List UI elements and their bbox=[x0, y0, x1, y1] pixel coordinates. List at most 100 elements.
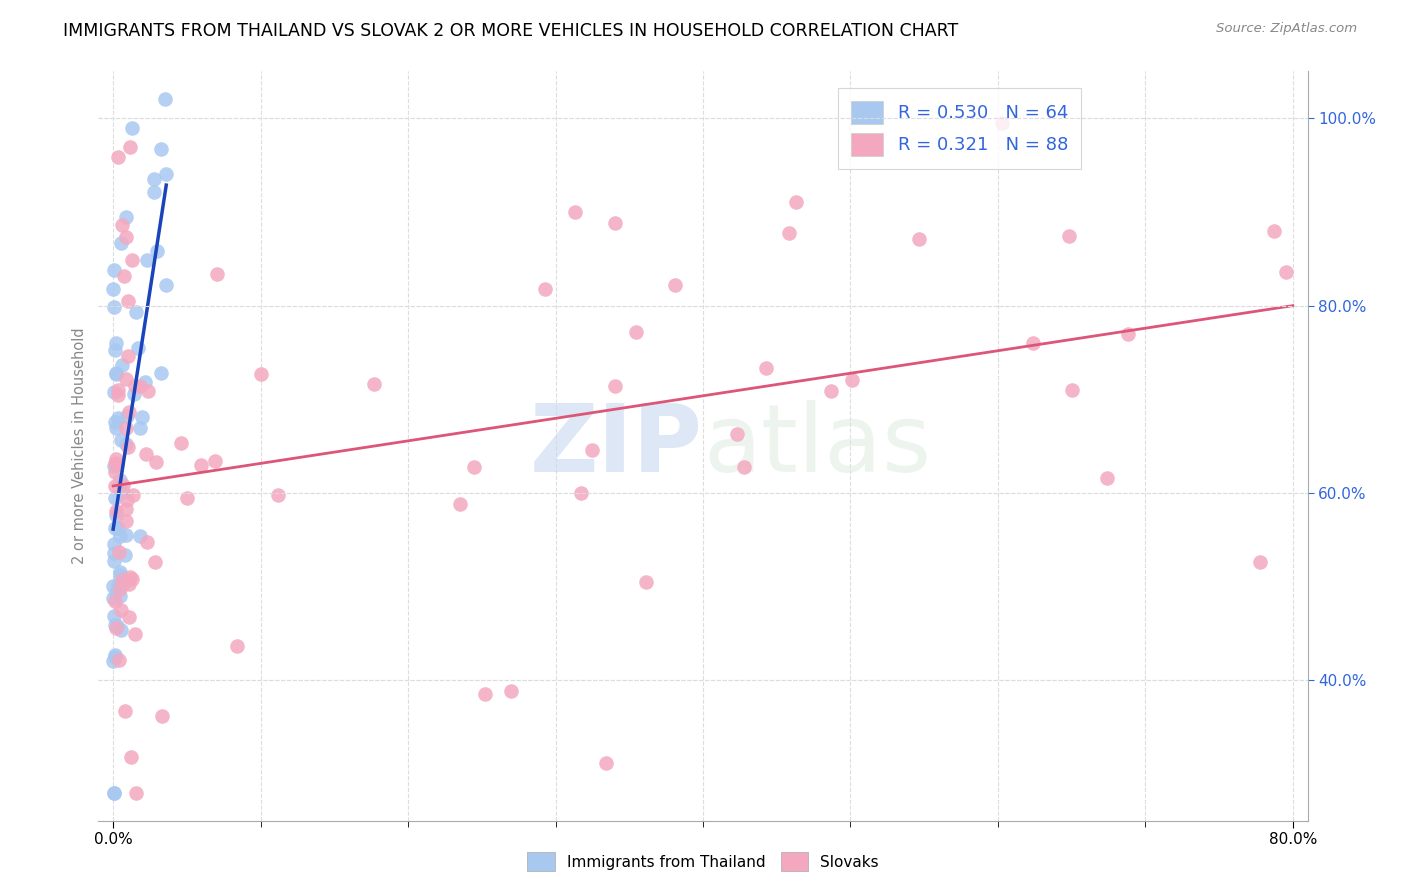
Point bbox=[624, 326, 647, 340]
Point bbox=[136, 384, 159, 398]
Point bbox=[1249, 555, 1271, 569]
Point bbox=[634, 574, 657, 589]
Point bbox=[105, 421, 128, 435]
Point bbox=[103, 262, 125, 277]
Point bbox=[664, 278, 686, 293]
Point bbox=[107, 653, 129, 667]
Point bbox=[1057, 229, 1080, 244]
Point bbox=[105, 366, 128, 380]
Point bbox=[121, 572, 143, 586]
Point bbox=[149, 142, 172, 156]
Point bbox=[114, 548, 136, 562]
Point bbox=[118, 139, 141, 153]
Point bbox=[115, 372, 138, 386]
Point bbox=[363, 376, 385, 391]
Point bbox=[595, 756, 617, 771]
Point bbox=[111, 477, 134, 491]
Point bbox=[104, 521, 127, 535]
Point bbox=[176, 491, 198, 505]
Point bbox=[115, 527, 138, 541]
Point bbox=[103, 655, 125, 669]
Point bbox=[101, 282, 124, 296]
Point bbox=[103, 458, 125, 473]
Text: ZIP: ZIP bbox=[530, 400, 703, 492]
Point bbox=[105, 458, 128, 472]
Point bbox=[104, 415, 127, 429]
Point bbox=[1116, 327, 1139, 342]
Point bbox=[136, 253, 159, 268]
Point bbox=[103, 591, 125, 606]
Point bbox=[155, 277, 177, 292]
Point bbox=[103, 300, 125, 314]
Point bbox=[142, 172, 165, 186]
Point bbox=[103, 609, 125, 624]
Point bbox=[755, 360, 778, 375]
Point bbox=[111, 573, 134, 587]
Point bbox=[114, 421, 136, 435]
Point bbox=[103, 579, 125, 593]
Point bbox=[114, 704, 136, 718]
Point bbox=[135, 447, 157, 461]
Point bbox=[105, 368, 128, 382]
Point bbox=[155, 93, 177, 107]
Point bbox=[103, 537, 125, 551]
Point bbox=[107, 578, 129, 592]
Point bbox=[122, 488, 145, 502]
Point bbox=[841, 374, 863, 388]
Point bbox=[103, 554, 125, 568]
Point bbox=[118, 405, 141, 419]
Point bbox=[114, 437, 136, 451]
Point bbox=[143, 555, 166, 569]
Point bbox=[114, 502, 136, 516]
Point bbox=[110, 624, 132, 638]
Point bbox=[120, 570, 142, 584]
Point bbox=[142, 185, 165, 199]
Point bbox=[118, 610, 141, 624]
Point bbox=[127, 341, 149, 355]
Point bbox=[105, 504, 128, 518]
Point bbox=[104, 466, 127, 480]
Point bbox=[1060, 383, 1083, 397]
Point bbox=[124, 626, 146, 640]
Point bbox=[104, 457, 127, 471]
Point bbox=[267, 488, 290, 502]
Point bbox=[111, 218, 134, 232]
Point bbox=[103, 786, 125, 800]
Point bbox=[170, 436, 193, 450]
Point bbox=[117, 350, 139, 364]
Point bbox=[110, 434, 132, 448]
Point bbox=[150, 708, 173, 723]
Point bbox=[107, 150, 129, 164]
Point bbox=[114, 514, 136, 528]
Point bbox=[908, 232, 931, 246]
Point bbox=[122, 386, 145, 401]
Point bbox=[114, 230, 136, 244]
Point bbox=[110, 603, 132, 617]
Text: IMMIGRANTS FROM THAILAND VS SLOVAK 2 OR MORE VEHICLES IN HOUSEHOLD CORRELATION C: IMMIGRANTS FROM THAILAND VS SLOVAK 2 OR … bbox=[63, 22, 959, 40]
Point bbox=[603, 379, 626, 393]
Point bbox=[146, 244, 169, 258]
Y-axis label: 2 or more Vehicles in Household: 2 or more Vehicles in Household bbox=[72, 327, 87, 565]
Point bbox=[104, 491, 127, 505]
Point bbox=[145, 455, 167, 469]
Point bbox=[115, 493, 138, 508]
Point bbox=[499, 684, 522, 698]
Point bbox=[108, 529, 131, 543]
Text: atlas: atlas bbox=[703, 400, 931, 492]
Point bbox=[107, 383, 129, 397]
Point bbox=[105, 451, 128, 466]
Point bbox=[190, 458, 212, 473]
Legend: Immigrants from Thailand, Slovaks: Immigrants from Thailand, Slovaks bbox=[520, 847, 886, 877]
Point bbox=[108, 545, 131, 559]
Point bbox=[1095, 471, 1118, 485]
Point bbox=[108, 565, 131, 579]
Point bbox=[463, 460, 485, 475]
Point bbox=[733, 460, 755, 475]
Point bbox=[103, 546, 125, 560]
Point bbox=[111, 358, 134, 372]
Point bbox=[1263, 224, 1285, 238]
Point bbox=[250, 368, 273, 382]
Point bbox=[105, 508, 128, 522]
Point bbox=[124, 379, 146, 393]
Point bbox=[533, 282, 555, 296]
